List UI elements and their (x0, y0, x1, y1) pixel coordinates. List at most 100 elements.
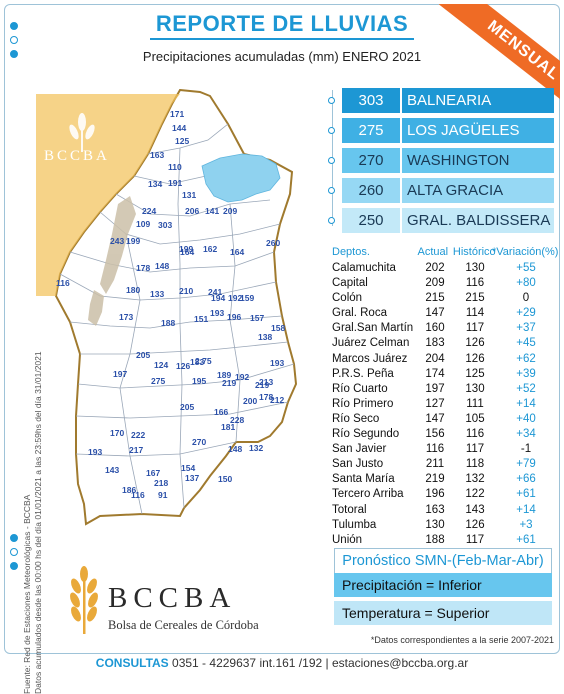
station-rain-value: 180 (126, 285, 140, 295)
table-row: Calamuchita 202 130 +55 (332, 261, 556, 276)
station-rain-value: 186 (122, 485, 136, 495)
cell-depto: Juárez Celman (332, 337, 410, 350)
top5-rows: 303 BALNEARIA 275 LOS JAGÜELES 270 WASHINGTON… (328, 86, 554, 236)
top5-row: 270 WASHINGTON (328, 146, 554, 176)
station-rain-value: 193 (270, 358, 284, 368)
station-rain-value: 224 (142, 206, 156, 216)
cell-historico: 116 (465, 277, 485, 290)
cell-actual: 130 (425, 518, 445, 531)
cell-historico: 125 (465, 367, 485, 380)
cell-variacion: +45 (516, 337, 536, 350)
station-rain-value: 206 (185, 206, 199, 216)
cell-variacion: 0 (522, 292, 530, 305)
station-rain-value: 173 (119, 312, 133, 322)
station-rain-value: 218 (154, 478, 168, 488)
station-rain-value: 167 (146, 468, 160, 478)
station-rain-value: 178 (136, 263, 150, 273)
station-rain-value: 131 (182, 190, 196, 200)
table-row: Río Cuarto 197 130 +52 (332, 382, 556, 397)
station-rain-value: 205 (136, 350, 150, 360)
cell-variacion: +37 (516, 322, 536, 335)
table-row: Juárez Celman 183 126 +45 (332, 336, 556, 351)
station-rain-value: 151 (194, 314, 208, 324)
station-rain-value: 209 (223, 206, 237, 216)
decor-dot (10, 22, 18, 30)
header-actual: Actual (417, 246, 449, 258)
table-row: Río Segundo 156 116 +34 (332, 427, 556, 442)
ranking-marker (328, 97, 335, 104)
station-rain-value: 164 (180, 247, 194, 257)
cell-depto: Gral. Roca (332, 307, 387, 320)
station-rain-value: 189 (217, 370, 231, 380)
department-borders (59, 123, 295, 515)
cell-historico: 114 (465, 307, 485, 320)
top5-value: 275 (342, 118, 400, 143)
station-rain-value: 228 (230, 415, 244, 425)
station-rain-value: 219 (255, 380, 269, 390)
station-rain-value: 150 (218, 474, 232, 484)
station-rain-value: 143 (105, 465, 119, 475)
report-frame (4, 4, 560, 654)
decor-dots-bottom (10, 534, 18, 576)
cell-historico: 116 (465, 428, 485, 441)
report-subtitle: Precipitaciones acumuladas (mm) ENERO 20… (142, 49, 422, 64)
table-row: San Javier 116 117 -1 (332, 442, 556, 457)
table-row: Río Primero 127 111 +14 (332, 397, 556, 412)
station-rain-value: 243 (110, 236, 124, 246)
cell-variacion: +79 (516, 458, 536, 471)
cell-actual: 116 (425, 443, 445, 456)
station-rain-value: 144 (172, 123, 186, 133)
table-row: Gral.San Martín 160 117 +37 (332, 321, 556, 336)
header-variacion: *Variación(%) (492, 246, 559, 258)
cell-actual: 202 (425, 262, 445, 274)
table-row: Tercero Arriba 196 122 +61 (332, 487, 556, 502)
station-rain-value: 170 (110, 428, 124, 438)
table-row: San Justo 211 118 +79 (332, 457, 556, 472)
station-rain-value: 210 (179, 286, 193, 296)
station-rain-value: 148 (155, 261, 169, 271)
logo-overlay (36, 94, 180, 296)
cell-actual: 188 (425, 533, 445, 546)
station-rain-value: 137 (185, 473, 199, 483)
cell-depto: Tulumba (332, 518, 377, 531)
pronostico-title: Pronóstico SMN-(Feb-Mar-Abr) (334, 548, 552, 573)
station-rain-value: 126 (176, 361, 190, 371)
ranking-marker (328, 127, 335, 134)
station-rain-value: 199 (126, 236, 140, 246)
wheat-icon (69, 113, 95, 152)
station-rain-value: 183 (190, 357, 204, 367)
title-underline (150, 38, 414, 40)
top5-row: 303 BALNEARIA (328, 86, 554, 116)
contact-footer: CONSULTAS 0351 - 4229637 int.161 /192 | … (0, 656, 564, 670)
cell-historico: 105 (465, 412, 485, 425)
station-rain-value: 303 (158, 220, 172, 230)
cell-actual: 215 (425, 292, 445, 305)
cell-depto: Río Cuarto (332, 382, 388, 395)
station-rain-value: 199 (179, 244, 193, 254)
table-row: Unión 188 117 +61 (332, 533, 556, 548)
cell-historico: 132 (465, 473, 485, 486)
precipitacion-forecast: Precipitación = Inferior (334, 573, 552, 597)
cell-depto: Gral.San Martín (332, 322, 414, 335)
top5-station: WASHINGTON (402, 148, 554, 173)
top5-value: 260 (342, 178, 400, 203)
top5-value: 270 (342, 148, 400, 173)
table-row: Río Seco 147 105 +40 (332, 412, 556, 427)
cell-depto: Río Seco (332, 412, 380, 425)
station-rain-value: 154 (181, 463, 195, 473)
decor-dots-top (10, 22, 18, 64)
cell-historico: 126 (465, 352, 485, 365)
cell-variacion: +3 (519, 518, 533, 531)
table-row: Santa María 219 132 +66 (332, 472, 556, 487)
station-rain-value: 270 (192, 437, 206, 447)
header-deptos: Deptos. (332, 246, 370, 258)
cell-depto: Totoral (332, 503, 367, 516)
ranking-marker (328, 187, 335, 194)
cell-depto: Tercero Arriba (332, 488, 404, 501)
station-rain-value: 205 (180, 402, 194, 412)
decor-dot (10, 36, 18, 44)
cell-depto: San Justo (332, 458, 384, 471)
wheat-logo-icon (70, 566, 98, 634)
